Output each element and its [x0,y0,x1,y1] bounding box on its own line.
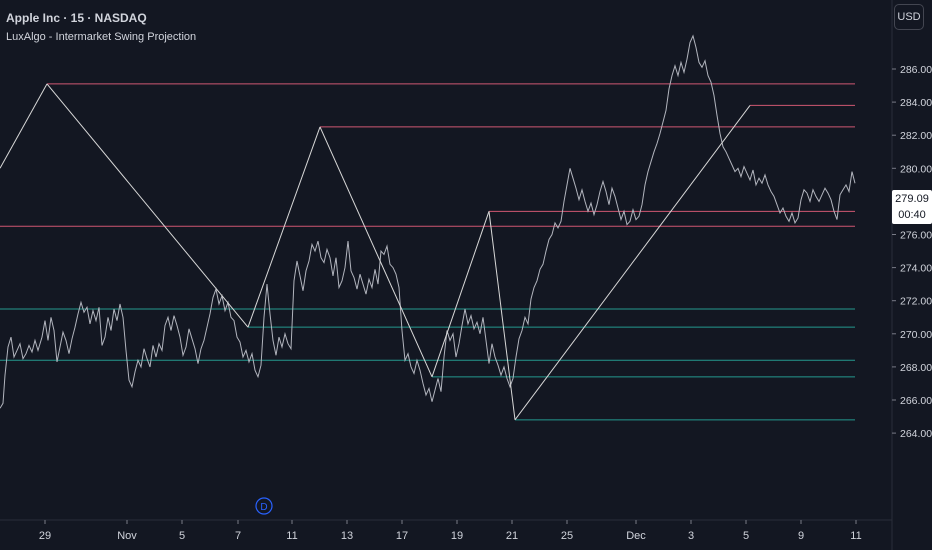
zigzag-segment-5 [488,211,516,420]
swing-zigzag [0,83,751,421]
price-tick-label-7: 272.00 [900,296,932,308]
price-tick-label-11: 264.00 [900,428,932,440]
time-tick-label-14: 11 [850,530,861,542]
price-tick-label-6: 274.00 [900,263,932,275]
price-tick-label-5: 276.00 [900,230,932,242]
time-tick-label-10: Dec [626,530,646,542]
price-tick-label-2: 282.00 [900,130,932,142]
indicator-title[interactable]: LuxAlgo - Intermarket Swing Projection [6,31,197,43]
time-tick-label-9: 25 [561,530,573,542]
time-tick-label-13: 9 [798,530,804,542]
time-tick-label-12: 5 [743,530,749,542]
time-tick-label-5: 13 [341,530,353,542]
symbol-title[interactable]: Apple Inc · 15 · NASDAQ [6,11,147,25]
time-tick-label-8: 21 [506,530,518,542]
dividend-marker-label: D [260,502,267,513]
time-tick-label-6: 17 [396,530,408,542]
time-tick-label-3: 7 [235,530,241,542]
price-tick-label-10: 266.00 [900,395,932,407]
price-tick-label-0: 286.00 [900,64,932,76]
last-price-value: 279.09 [895,193,929,205]
time-axis[interactable]: 29 Nov 5 7 11 13 17 19 21 25 Dec 3 5 9 11 [39,520,862,542]
time-tick-label-1: Nov [117,530,137,542]
dividend-marker[interactable]: D [255,497,273,515]
price-tick-label-8: 270.00 [900,329,932,341]
price-series-line [0,34,856,409]
time-tick-label-4: 11 [286,530,297,542]
dividend-marker-circle [255,497,273,515]
price-axis[interactable]: 286.00284.00282.00280.00278.00276.00274.… [892,64,932,440]
zigzag-segment-1 [46,83,249,328]
last-price-label: 279.09 00:40 [892,190,932,224]
zigzag-segment-2 [247,126,321,328]
bar-countdown: 00:40 [898,209,926,221]
swing-levels [0,83,855,421]
time-tick-label-0: 29 [39,530,51,542]
price-tick-label-1: 284.00 [900,97,932,109]
price-tick-label-3: 280.00 [900,163,932,175]
zigzag-segment-4 [431,211,490,377]
price-tick-label-9: 268.00 [900,362,932,374]
zigzag-segment-3 [319,126,433,378]
currency-button[interactable]: USD [894,4,924,30]
time-tick-label-11: 3 [688,530,694,542]
time-tick-label-7: 19 [451,530,463,542]
zigzag-segment-6 [514,105,751,421]
chart-legend: Apple Inc · 15 · NASDAQ LuxAlgo - Interm… [6,10,196,45]
zigzag-segment-0 [0,83,48,169]
time-tick-label-2: 5 [179,530,185,542]
